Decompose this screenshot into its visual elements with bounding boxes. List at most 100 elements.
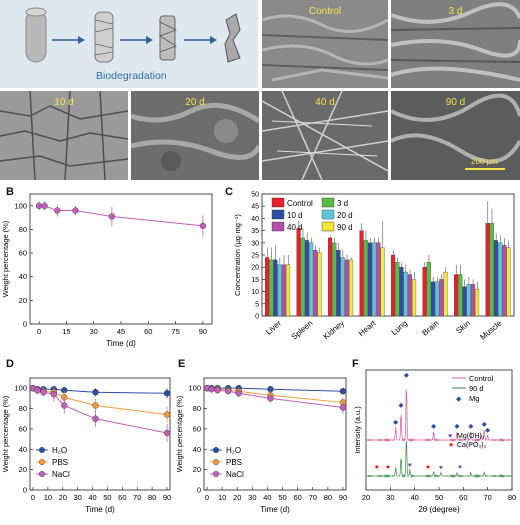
xrd-pattern	[365, 440, 513, 479]
micrograph-label: 20 d	[185, 97, 205, 108]
x-tick-label: 30	[90, 327, 98, 336]
bar	[349, 259, 354, 317]
legend-marker	[213, 470, 220, 477]
x-tick-label: 30	[73, 493, 81, 502]
data-point	[61, 402, 68, 409]
x-tick-label: 15	[62, 327, 70, 336]
legend-marker	[213, 458, 220, 465]
degraded-rod-icon	[159, 15, 177, 61]
x-tick-label: 0	[31, 493, 35, 502]
bar	[399, 267, 404, 317]
peak-marker: ◆	[485, 427, 491, 434]
panel-letter-c: C	[225, 186, 233, 198]
data-point	[163, 390, 171, 397]
biodegradation-schematic: Biodegradation	[0, 0, 258, 88]
bar	[277, 264, 282, 317]
bar	[340, 257, 345, 317]
y-tick-label: 5	[255, 301, 259, 308]
bar	[296, 228, 301, 317]
plot-frame	[203, 377, 347, 491]
y-tick-label: 0	[23, 320, 27, 329]
bar	[269, 259, 274, 317]
panel-letter-e: E	[178, 358, 186, 370]
marker-legend-label: Ca(PO₃)₂	[457, 442, 487, 449]
micrograph-label: 40 d	[315, 97, 335, 108]
micrograph-90d: 90 d 200 μm	[391, 91, 520, 180]
x-tick-label: 60	[459, 493, 467, 502]
x-tick-label: 60	[118, 493, 126, 502]
x-tick-label: 60	[293, 493, 301, 502]
bar	[376, 242, 381, 317]
x-tick-label: 80	[508, 493, 516, 502]
bar	[493, 240, 498, 317]
y-tick-label: 60	[19, 249, 27, 258]
y-axis-label: Intensity (a.u.)	[353, 406, 362, 454]
x-tick-label: 50	[435, 493, 443, 502]
legend-label: NaCl	[226, 470, 244, 479]
micrograph-control: Control	[262, 0, 388, 88]
x-tick-label: 60	[144, 327, 152, 336]
legend-swatch	[321, 197, 335, 208]
bar	[506, 247, 511, 317]
data-point	[267, 395, 274, 402]
x-tick-label: 50	[103, 493, 111, 502]
category-label: Heart	[357, 318, 378, 338]
data-point	[163, 411, 171, 418]
x-tick-label: 50	[278, 493, 286, 502]
bar	[390, 254, 396, 317]
bar	[435, 281, 440, 317]
x-tick-label: 40	[88, 493, 96, 502]
legend-label: 40 d	[287, 223, 303, 232]
data-point	[72, 207, 79, 214]
x-tick-label: 30	[386, 493, 394, 502]
bar	[363, 240, 368, 317]
bar	[462, 286, 467, 317]
micrograph-10d: 10 d	[0, 91, 128, 180]
y-axis-label: Weight percentage (%)	[175, 395, 184, 472]
legend-label: PBS	[52, 458, 68, 467]
peak-marker: ◆	[393, 419, 399, 426]
y-tick-label: 80	[193, 404, 201, 413]
y-tick-label: 0	[197, 486, 201, 495]
legend-swatch	[271, 221, 285, 232]
marker-legend-symbol: ♥	[448, 433, 452, 440]
bar	[502, 245, 507, 317]
data-point	[92, 402, 99, 409]
y-tick-label: 100	[14, 201, 27, 210]
micrograph-label: 90 d	[445, 97, 466, 108]
x-tick-label: 0	[205, 493, 209, 502]
bar	[443, 271, 448, 317]
bar	[498, 242, 503, 317]
x-tick-label: 40	[410, 493, 418, 502]
y-tick-label: 45	[251, 204, 259, 211]
partially-degraded-rod-icon	[94, 11, 114, 63]
bar	[286, 264, 291, 317]
peak-marker: ♥	[408, 462, 412, 469]
legend-swatch	[271, 197, 285, 208]
legend-swatch	[271, 209, 285, 220]
y-tick-label: 0	[23, 486, 27, 495]
y-tick-label: 50	[251, 192, 259, 199]
legend-label: NaCl	[52, 470, 70, 479]
bar	[403, 271, 408, 317]
panel-letter-b: B	[6, 186, 14, 198]
y-tick-label: 30	[251, 240, 259, 247]
y-tick-label: 15	[251, 277, 259, 284]
data-point	[92, 389, 99, 396]
category-label: Muscle	[478, 318, 504, 342]
bar	[332, 242, 337, 317]
legend-label: PBS	[226, 458, 242, 467]
intact-rod-icon	[25, 7, 47, 63]
bar	[367, 242, 373, 317]
x-tick-label: 20	[59, 493, 67, 502]
data-point	[34, 387, 41, 394]
scale-bar	[465, 168, 505, 170]
peak-marker: ♥	[439, 464, 443, 471]
legend-swatch	[321, 221, 335, 232]
y-tick-label: 100	[14, 384, 27, 393]
bar	[372, 242, 377, 317]
bar	[411, 279, 417, 317]
panel-letter-d: D	[6, 358, 14, 370]
data-point	[54, 207, 61, 214]
chart-d-weight-solutions: 0 10 20 30 40 50 60 70 80 90 0 20 40 60 80 100 Time (d) W…	[1, 377, 171, 514]
